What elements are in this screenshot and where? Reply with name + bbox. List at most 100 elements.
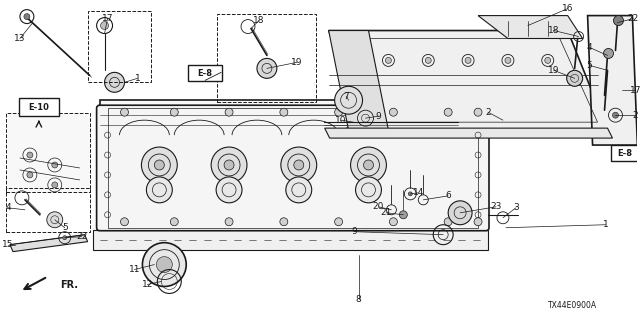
Circle shape [294,160,304,170]
Circle shape [211,147,247,183]
Circle shape [27,152,33,158]
Text: E-8: E-8 [198,69,212,78]
Text: 17: 17 [102,14,113,23]
Circle shape [141,147,177,183]
Circle shape [281,147,317,183]
Circle shape [52,162,58,168]
Circle shape [335,108,342,116]
Text: 22: 22 [76,232,87,241]
Text: 4: 4 [587,43,593,52]
Circle shape [104,72,125,92]
Circle shape [216,177,242,203]
Text: 7: 7 [344,92,349,101]
Circle shape [120,218,129,226]
Polygon shape [588,16,637,145]
Text: 11: 11 [129,265,140,274]
Circle shape [335,86,362,114]
Circle shape [170,218,179,226]
Circle shape [444,218,452,226]
Text: 1: 1 [134,74,140,83]
Circle shape [52,182,58,188]
Text: 1: 1 [603,220,609,229]
Text: 9: 9 [376,112,381,121]
Text: 3: 3 [513,203,519,212]
Text: E-8: E-8 [617,148,632,157]
Text: FR.: FR. [60,281,77,291]
Text: TX44E0900A: TX44E0900A [548,301,598,310]
Circle shape [385,57,392,63]
Text: 20: 20 [372,202,384,211]
Text: 19: 19 [548,66,559,75]
Text: 15: 15 [2,240,13,249]
Text: 21: 21 [381,208,392,217]
FancyBboxPatch shape [97,105,489,231]
Circle shape [351,147,387,183]
Text: 9: 9 [351,227,357,236]
Polygon shape [324,128,612,138]
Circle shape [448,201,472,225]
Circle shape [280,218,288,226]
Circle shape [364,160,374,170]
Circle shape [224,160,234,170]
Circle shape [170,108,179,116]
Circle shape [465,57,471,63]
Text: 17: 17 [630,86,640,95]
Circle shape [100,21,109,29]
Text: 4: 4 [5,203,11,212]
Circle shape [444,108,452,116]
Circle shape [63,236,67,240]
Circle shape [27,172,33,178]
Text: 18: 18 [253,16,265,25]
Circle shape [356,177,381,203]
FancyBboxPatch shape [19,98,59,116]
Text: 16: 16 [562,4,573,13]
Circle shape [24,13,30,20]
Circle shape [120,108,129,116]
Text: 14: 14 [413,188,424,197]
Circle shape [566,70,582,86]
Circle shape [505,57,511,63]
Text: 6: 6 [445,191,451,200]
Text: E-10: E-10 [28,103,49,112]
Circle shape [474,108,482,116]
Text: 23: 23 [490,202,502,211]
FancyBboxPatch shape [611,145,638,161]
Circle shape [47,212,63,228]
Text: 8: 8 [356,295,362,304]
Polygon shape [329,30,607,130]
Circle shape [474,218,482,226]
Circle shape [399,211,407,219]
Polygon shape [10,235,88,252]
Text: 19: 19 [291,58,303,67]
Text: 18: 18 [548,26,559,35]
Text: 22: 22 [628,14,639,23]
Circle shape [225,108,233,116]
Circle shape [286,177,312,203]
Circle shape [545,57,551,63]
Circle shape [408,192,412,196]
Polygon shape [478,16,582,38]
Polygon shape [329,30,388,130]
FancyBboxPatch shape [6,113,90,192]
Circle shape [604,48,614,59]
Circle shape [335,218,342,226]
Circle shape [143,243,186,286]
Circle shape [612,112,618,118]
Circle shape [425,57,431,63]
Circle shape [614,16,623,26]
Circle shape [147,177,172,203]
Text: 2: 2 [485,108,491,117]
Circle shape [154,160,164,170]
Circle shape [225,218,233,226]
Polygon shape [93,230,488,250]
Circle shape [389,108,397,116]
Text: 5: 5 [62,223,68,232]
Polygon shape [100,100,486,230]
FancyBboxPatch shape [188,65,222,81]
Circle shape [257,59,277,78]
Text: 2: 2 [632,111,638,120]
Circle shape [389,218,397,226]
Circle shape [156,257,172,273]
Text: 13: 13 [14,34,26,43]
Text: 12: 12 [141,280,153,289]
